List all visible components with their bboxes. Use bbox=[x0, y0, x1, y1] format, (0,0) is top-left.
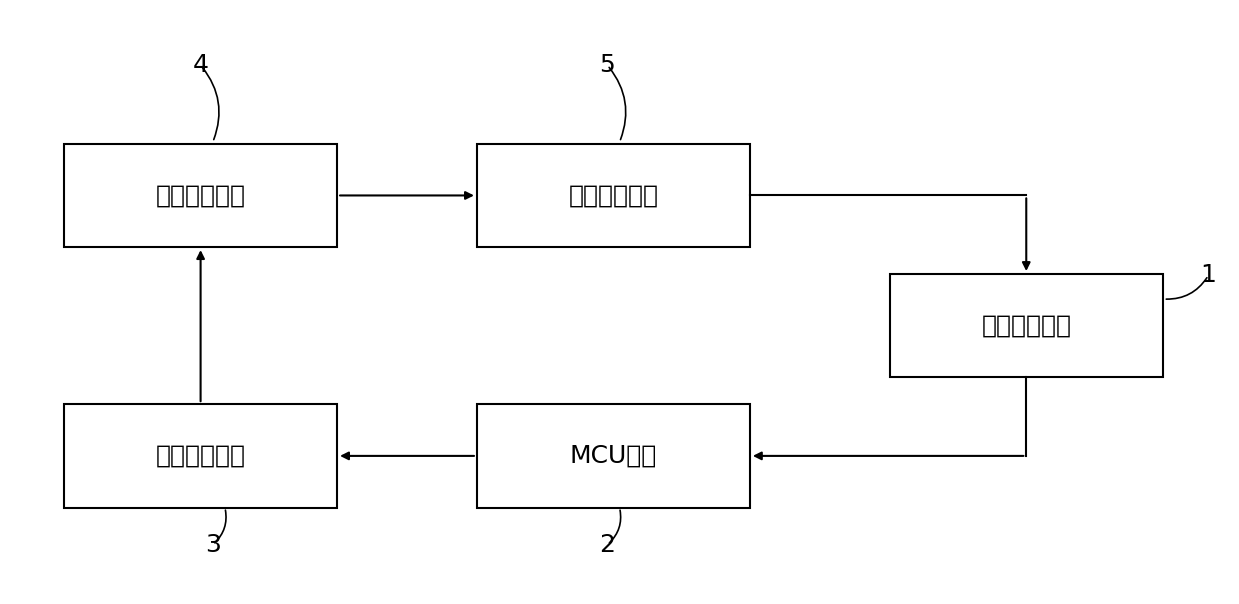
Bar bbox=[477, 144, 750, 247]
Text: 电压射随单元: 电压射随单元 bbox=[156, 184, 245, 207]
Bar bbox=[64, 404, 337, 508]
Text: 转速传感单元: 转速传感单元 bbox=[981, 313, 1072, 338]
Text: 5: 5 bbox=[600, 53, 616, 77]
Text: MCU单元: MCU单元 bbox=[570, 444, 657, 468]
Text: 2: 2 bbox=[600, 533, 616, 557]
Bar bbox=[64, 144, 337, 247]
Text: 电压转换单元: 电压转换单元 bbox=[156, 444, 245, 468]
Bar bbox=[477, 404, 750, 508]
Text: 4: 4 bbox=[192, 53, 208, 77]
Bar bbox=[890, 274, 1163, 378]
Text: 1: 1 bbox=[1201, 263, 1217, 288]
Text: 3: 3 bbox=[204, 533, 221, 557]
Text: 电机运行单元: 电机运行单元 bbox=[569, 184, 658, 207]
